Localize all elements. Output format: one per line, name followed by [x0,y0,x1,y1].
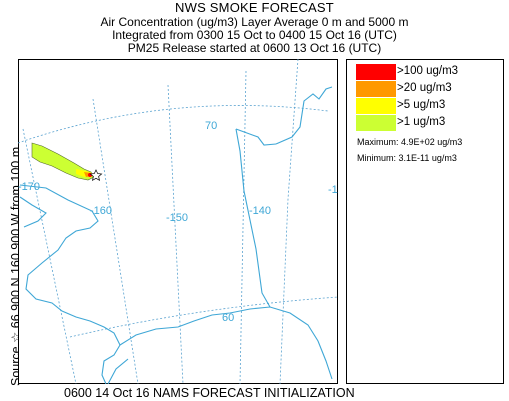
legend-label-over-5: >5 ug/m3 [397,99,446,111]
lon-label-150: -150 [166,212,188,224]
border-alaska-canada [235,128,271,308]
legend-label-over-20: >20 ug/m3 [397,82,452,94]
legend-label-over-1: >1 ug/m3 [397,116,446,128]
graticule-labels: -170 -160 -150 -140 -130 70 60 [18,120,338,324]
coast-west [19,184,121,384]
graticule-lat-70 [18,105,329,144]
graticule-lon-160 [92,98,139,384]
legend-swatch-over-100 [356,64,396,80]
coastline [19,86,333,384]
coast-gulf [119,306,333,380]
legend-minimum: Minimum: 3.1E-11 ug/m3 [357,153,457,163]
map-panel: -170 -160 -150 -140 -130 70 60 [18,59,338,384]
graticule-lon-170 [22,128,77,384]
coast-peninsula [107,358,129,384]
graticule [18,59,338,384]
legend-swatch-over-20 [356,81,396,97]
subtitle-release: PM25 Release started at 0600 13 Oct 16 (… [127,41,382,55]
graticule-lat-60 [69,296,338,338]
graticule-lon-140 [239,70,247,384]
footer-initialization: 0600 14 Oct 16 NAMS FORECAST INITIALIZAT… [64,386,355,400]
legend-swatch-over-1 [356,115,396,131]
graticule-lon-130 [279,59,299,384]
source-star-icon [89,169,103,182]
graticule-lon-150 [167,84,184,384]
lat-label-70: 70 [205,120,217,132]
lon-label-160: -160 [90,205,112,217]
smoke-plume [31,142,103,182]
lon-label-130: -130 [328,184,338,196]
coast-canada-arctic [275,86,333,145]
subtitle-concentration: Air Concentration (ug/m3) Layer Average … [100,15,409,29]
lat-label-60: 60 [222,312,234,324]
lon-label-140: -140 [249,205,271,217]
legend-panel: >100 ug/m3 >20 ug/m3 >5 ug/m3 >1 ug/m3 M… [346,59,504,384]
map-frame [18,59,338,384]
subtitle-integration: Integrated from 0300 15 Oct to 0400 15 O… [112,28,397,42]
chart-title: NWS SMOKE FORECAST [175,0,334,15]
lon-label-170: -170 [18,181,40,193]
coast-chukotka [19,196,47,228]
legend-maximum: Maximum: 4.9E+02 ug/m3 [357,137,463,147]
legend-swatch-over-5 [356,98,396,114]
coast-arctic-north [235,128,277,146]
legend-label-over-100: >100 ug/m3 [397,65,459,77]
